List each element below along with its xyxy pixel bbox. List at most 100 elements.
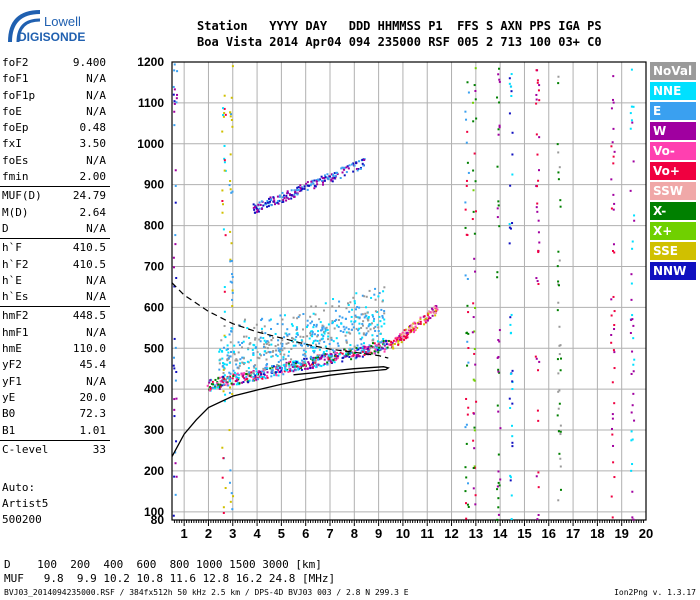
echo-point — [321, 177, 324, 180]
echo-point — [328, 355, 331, 358]
echo-point — [351, 308, 354, 311]
param-row: M(D) 2.64 — [0, 205, 110, 221]
echo-point — [241, 341, 244, 344]
echo-point — [429, 317, 432, 320]
echo-point — [339, 351, 342, 354]
echo-point — [233, 350, 236, 353]
echo-point — [298, 314, 301, 317]
echo-point — [263, 371, 266, 374]
echo-point — [264, 377, 267, 380]
noise-point — [472, 487, 475, 490]
echo-point — [217, 383, 220, 386]
echo-point — [374, 348, 377, 351]
noise-point — [557, 499, 560, 502]
echo-point — [370, 352, 373, 355]
echo-point — [312, 342, 315, 345]
echo-point — [222, 366, 225, 369]
echo-point — [334, 174, 337, 177]
noise-point — [498, 225, 501, 228]
echo-point — [376, 323, 379, 326]
echo-point — [254, 364, 257, 367]
noise-point — [613, 402, 616, 405]
param-row: D N/A — [0, 221, 110, 237]
x-tick-label: 12 — [444, 526, 458, 541]
echo-point — [419, 316, 422, 319]
echo-point — [252, 379, 255, 382]
noise-point — [510, 331, 513, 334]
noise-point — [508, 226, 511, 229]
noise-point — [474, 494, 477, 497]
echo-point — [291, 364, 294, 367]
logo-line1: Lowell — [44, 14, 81, 29]
noise-point — [510, 73, 513, 76]
echo-point — [331, 305, 334, 308]
echo-point — [405, 332, 408, 335]
param-row: B1 1.01 — [0, 423, 110, 439]
param-name: B1 — [2, 423, 16, 437]
noise-point — [221, 476, 224, 479]
noise-point — [511, 153, 514, 156]
echo-point — [214, 378, 217, 381]
echo-point — [363, 352, 366, 355]
echo-point — [412, 322, 415, 325]
noise-point — [473, 232, 476, 235]
legend-item-noval: NoVal — [650, 62, 696, 80]
noise-point — [223, 400, 226, 403]
noise-point — [559, 465, 562, 468]
noise-point — [229, 386, 232, 389]
echo-point — [345, 353, 348, 356]
noise-point — [230, 96, 233, 99]
echo-point — [336, 355, 339, 358]
noise-point — [222, 115, 225, 118]
param-value: 410.5 — [72, 241, 106, 255]
echo-point — [367, 346, 370, 349]
echo-point — [299, 363, 302, 366]
echo-point — [276, 365, 279, 368]
param-separator — [0, 439, 110, 441]
echo-point — [242, 363, 245, 366]
noise-point — [610, 107, 613, 110]
echo-point — [241, 381, 244, 384]
noise-point — [173, 285, 176, 288]
noise-point — [474, 89, 477, 92]
echo-point — [352, 326, 355, 329]
echo-point — [345, 352, 348, 355]
echo-point — [219, 380, 222, 383]
noise-point — [223, 144, 226, 147]
echo-point — [208, 389, 211, 392]
echo-point — [367, 348, 370, 351]
noise-point — [610, 298, 613, 301]
echo-point — [360, 326, 363, 329]
param-row: MUF(D) 24.79 — [0, 188, 110, 204]
echo-point — [312, 326, 315, 329]
noise-point — [224, 113, 227, 116]
echo-point — [330, 361, 333, 364]
echo-point — [260, 327, 263, 330]
echo-point — [433, 312, 436, 315]
x-tick-label: 4 — [253, 526, 261, 541]
noise-point — [465, 141, 468, 144]
noise-point — [630, 298, 633, 301]
echo-point — [328, 358, 331, 361]
echo-point — [235, 376, 238, 379]
echo-point — [294, 369, 297, 372]
noise-point — [175, 101, 178, 104]
x-tick-label: 10 — [396, 526, 410, 541]
echo-point — [332, 298, 335, 301]
echo-point — [365, 295, 368, 298]
echo-point — [374, 325, 377, 328]
echo-point — [274, 345, 277, 348]
echo-point — [332, 173, 335, 176]
x-tick-label: 19 — [614, 526, 628, 541]
echo-point — [264, 366, 267, 369]
echo-point — [282, 194, 285, 197]
echo-point — [346, 165, 349, 168]
echo-point — [425, 317, 428, 320]
echo-point — [289, 370, 292, 373]
echo-point — [376, 334, 379, 337]
noise-point — [175, 397, 178, 400]
echo-point — [354, 308, 357, 311]
noise-point — [631, 490, 634, 493]
echo-point — [357, 354, 360, 357]
echo-point — [381, 316, 384, 319]
